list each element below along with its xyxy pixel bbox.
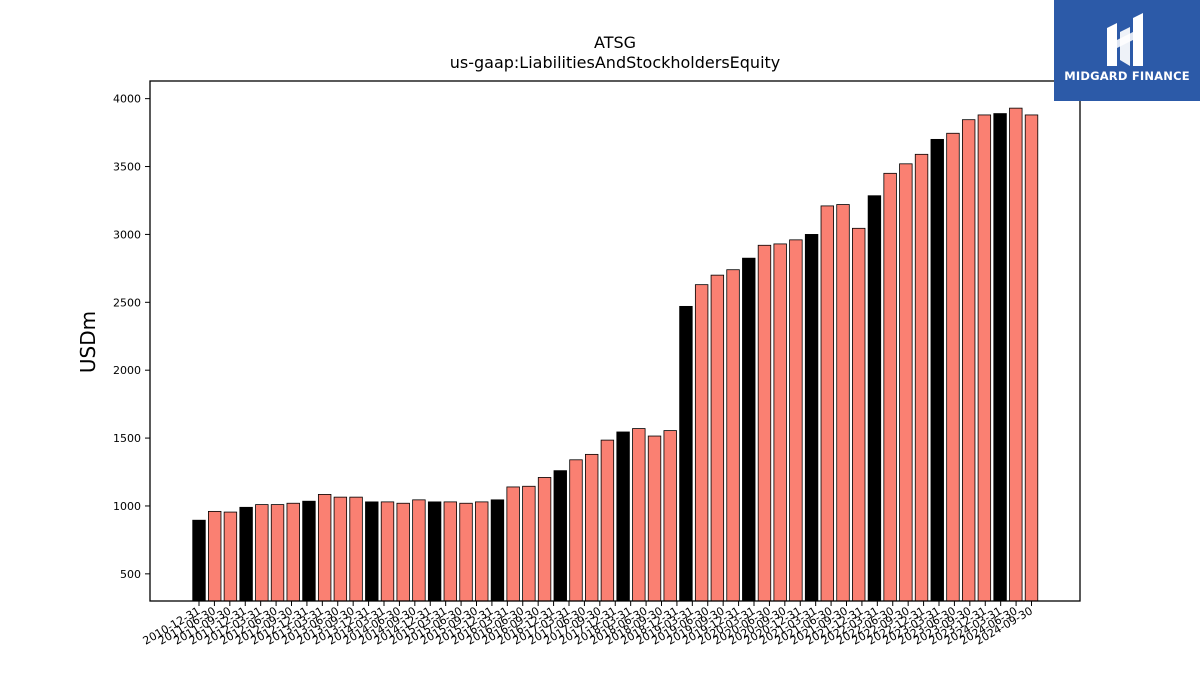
bar <box>239 506 253 602</box>
plot-frame <box>149 80 1081 602</box>
bar <box>773 243 787 602</box>
bar <box>789 239 803 602</box>
bar <box>333 496 348 602</box>
bar <box>585 453 599 602</box>
bar <box>993 113 1007 602</box>
y-tick-label: 1500 <box>113 432 141 445</box>
bar <box>302 500 316 602</box>
bar <box>349 496 363 602</box>
bar <box>647 435 662 602</box>
bar <box>459 502 473 602</box>
bar <box>757 244 772 602</box>
bar <box>710 274 725 602</box>
bar <box>1024 114 1039 602</box>
y-tick-label: 2500 <box>113 296 141 309</box>
bar <box>726 269 740 602</box>
bar <box>836 204 850 602</box>
bar <box>412 499 426 602</box>
bar <box>867 195 882 602</box>
brand-name: MIDGARD FINANCE <box>1064 69 1190 83</box>
bar <box>208 510 222 602</box>
bar <box>632 428 646 602</box>
brand-logo: MIDGARD FINANCE <box>1054 0 1200 101</box>
bar <box>914 153 929 602</box>
bar <box>475 501 489 602</box>
bar <box>192 519 206 602</box>
bar <box>380 501 395 602</box>
y-axis-ticks: 500 1000 1500 2000 2500 3000 3500 4000 <box>113 93 150 581</box>
bars-group <box>192 107 1039 602</box>
y-tick-label: 500 <box>120 568 141 581</box>
bar <box>427 501 442 602</box>
bar <box>679 305 693 602</box>
bar <box>804 234 819 602</box>
bar <box>255 504 269 602</box>
bar <box>553 470 567 602</box>
bar <box>820 205 834 602</box>
bar <box>317 494 332 602</box>
chart-subtitle: us-gaap:LiabilitiesAndStockholdersEquity <box>450 53 781 72</box>
bar <box>270 504 285 602</box>
bar <box>365 501 379 602</box>
bar <box>663 430 677 602</box>
bar <box>742 257 756 602</box>
bar <box>1009 107 1023 602</box>
y-tick-label: 4000 <box>113 93 141 106</box>
bar <box>930 138 944 602</box>
y-tick-label: 2000 <box>113 364 141 377</box>
bar <box>600 439 615 602</box>
bar <box>883 172 897 602</box>
bar <box>522 485 536 602</box>
bar <box>537 477 552 602</box>
x-axis-ticks: 2010-12-312011-06-302011-09-302011-12-31… <box>141 601 1035 648</box>
y-tick-label: 3000 <box>113 228 141 241</box>
bar <box>694 284 709 602</box>
y-tick-label: 1000 <box>113 500 141 513</box>
bar <box>506 486 520 602</box>
bar <box>443 501 458 602</box>
bar <box>899 163 913 602</box>
bar <box>946 132 960 602</box>
y-tick-label: 3500 <box>113 161 141 174</box>
midgard-m-icon <box>1107 13 1143 66</box>
bar <box>286 502 300 602</box>
bar <box>490 499 505 602</box>
bar <box>569 459 583 602</box>
bar <box>616 431 630 602</box>
bar <box>396 502 410 602</box>
y-axis-label: USDm <box>76 311 100 373</box>
bar <box>223 511 238 602</box>
bar <box>852 227 866 602</box>
bar <box>961 119 976 602</box>
bar <box>977 114 992 602</box>
chart-title: ATSG <box>594 33 636 52</box>
